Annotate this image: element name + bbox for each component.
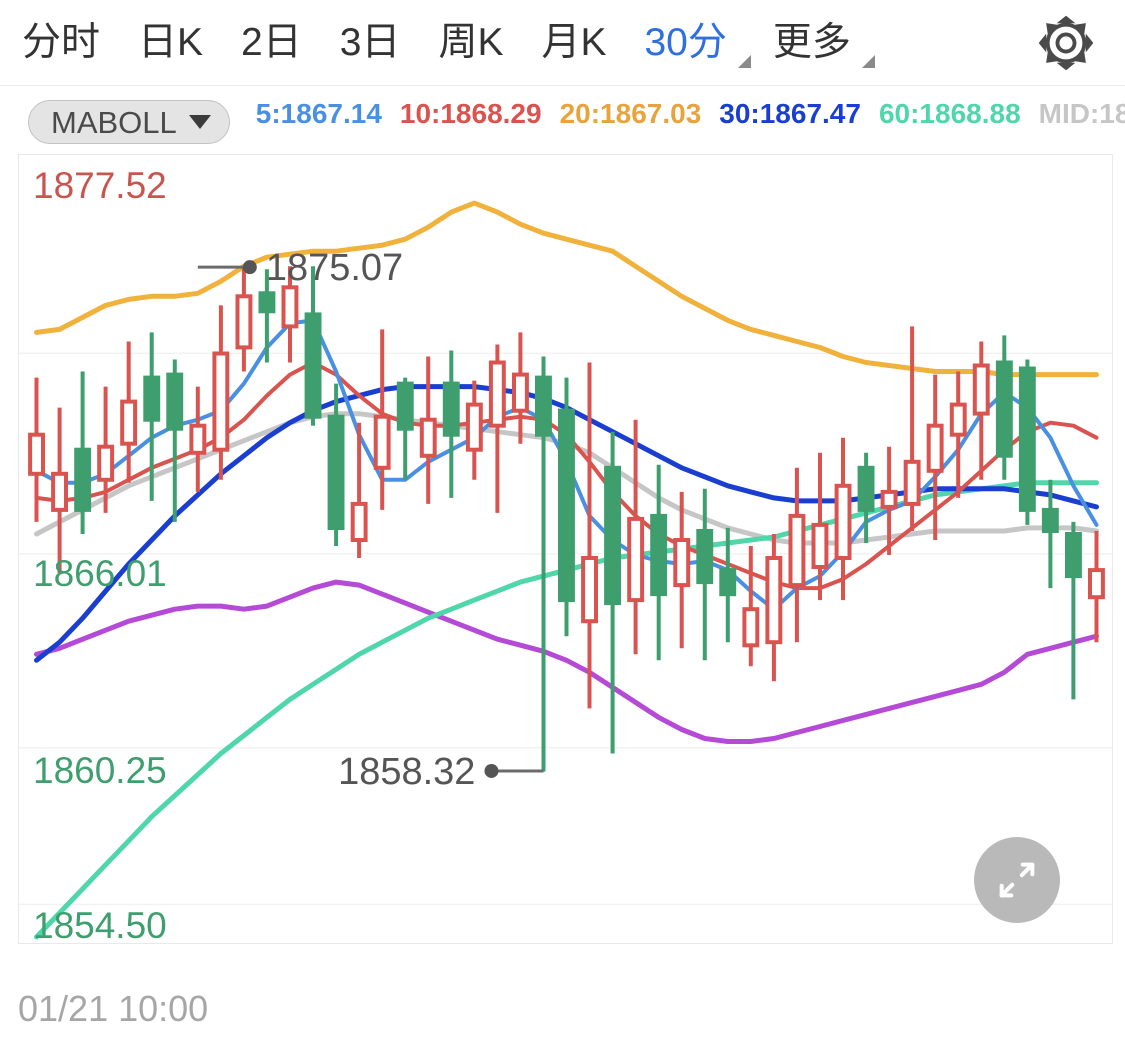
candle-body — [949, 402, 967, 437]
period-tab-0[interactable]: 分时 — [22, 23, 100, 62]
candle-body — [857, 465, 875, 512]
candle-body — [120, 399, 138, 446]
candle-body — [28, 432, 45, 476]
candlestick-chart[interactable]: 1875.07 1858.32 1877.52 1866.01 1860.25 1… — [18, 154, 1113, 944]
period-tab-2[interactable]: 2日 — [241, 23, 302, 62]
candle-body — [535, 375, 552, 437]
legend-value-ma20: 20:1867.03 — [559, 98, 702, 129]
candle-body — [604, 465, 621, 606]
period-tab-label: 30分 — [644, 21, 727, 64]
period-tab-label: 分时 — [22, 21, 101, 64]
candle-body — [74, 447, 92, 512]
boll-upper-line — [34, 200, 1099, 378]
time-axis-label: 01/21 10:00 — [18, 988, 209, 1029]
legend-value-ma10: 10:1868.29 — [399, 98, 542, 129]
candle-body — [488, 360, 506, 428]
candle-body — [396, 381, 414, 431]
candle-body — [719, 568, 737, 597]
period-tab-1[interactable]: 日K — [138, 23, 203, 62]
candle-body — [51, 471, 68, 512]
corner-caret-icon — [861, 55, 875, 68]
low-annotation: 1858.32 — [338, 751, 544, 793]
boll-lower-line — [34, 579, 1099, 744]
candle-body — [235, 294, 253, 350]
period-tab-label: 周K — [438, 21, 504, 64]
candle-body — [327, 414, 345, 531]
candle-body — [673, 538, 691, 588]
candle-body — [166, 372, 184, 431]
candle-body — [512, 372, 529, 413]
candle-body — [880, 489, 898, 509]
period-tab-3[interactable]: 3日 — [340, 23, 401, 62]
period-tab-5[interactable]: 月K — [541, 23, 606, 62]
candle-body — [834, 483, 852, 560]
candle-body — [972, 363, 990, 416]
candle-body — [373, 414, 391, 470]
period-tab-6-active[interactable]: 30分 — [644, 21, 751, 68]
period-tab-label: 日K — [138, 21, 204, 64]
settings-button[interactable] — [1035, 12, 1097, 74]
fullscreen-button[interactable] — [974, 837, 1060, 923]
period-toolbar: 分时 日K 2日 3日 周K 月K 30分 更多 — [0, 0, 1125, 86]
candle-body — [742, 607, 760, 648]
period-tab-label: 2日 — [241, 21, 302, 64]
candle-body — [995, 360, 1013, 458]
indicator-values: 5:1867.14 10:1868.29 20:1867.03 30:1867.47 6… — [230, 96, 1125, 132]
legend-value-ma60: 60:1868.88 — [878, 98, 1021, 129]
gear-icon — [1038, 15, 1094, 70]
candle-body — [926, 423, 944, 473]
candle-body — [350, 501, 368, 542]
legend-value-boll-mid: MID:1867.03 — [1038, 98, 1125, 129]
period-tab-4[interactable]: 周K — [438, 23, 503, 62]
period-tab-label: 月K — [541, 21, 607, 64]
candle-body — [650, 513, 668, 597]
candle-body — [581, 556, 598, 624]
candle-body — [765, 556, 783, 645]
candle-body — [465, 402, 483, 452]
candle-body — [1041, 507, 1059, 533]
annotation-dot — [484, 763, 499, 778]
indicator-selector-label: MABOLL — [51, 104, 177, 140]
corner-caret-icon — [737, 55, 751, 68]
annotation-dot — [242, 260, 257, 275]
chevron-down-icon — [188, 115, 211, 129]
candle-body — [558, 408, 575, 603]
expand-arrows-icon — [999, 862, 1035, 898]
candle-body — [419, 417, 437, 458]
indicator-legend: MABOLL 5:1867.14 10:1868.29 20:1867.03 30:1… — [0, 86, 1125, 150]
candle-body — [304, 312, 322, 419]
period-tab-more[interactable]: 更多 — [772, 21, 875, 68]
candle-body — [696, 529, 714, 585]
candle-body — [788, 513, 806, 588]
candle-body — [442, 381, 460, 437]
chart-canvas: 1875.07 1858.32 — [19, 200, 1112, 940]
high-annotation: 1875.07 — [197, 247, 403, 289]
legend-value-ma30: 30:1867.47 — [719, 98, 861, 129]
candle-body — [258, 291, 276, 314]
candle-body — [1018, 366, 1036, 512]
annotation-value: 1858.32 — [338, 751, 475, 793]
candle-body — [143, 375, 161, 422]
candle-body — [627, 516, 645, 603]
candle-body — [811, 522, 829, 569]
legend-value-ma5: 5:1867.14 — [255, 98, 382, 129]
candle-body — [97, 444, 115, 482]
period-tab-label: 3日 — [339, 21, 401, 64]
indicator-selector-button[interactable]: MABOLL — [28, 100, 230, 144]
candle-body — [212, 351, 230, 452]
candle-body — [1065, 532, 1082, 579]
period-tab-label: 更多 — [772, 21, 851, 64]
candle-body — [903, 459, 921, 506]
candle-body — [1088, 568, 1105, 600]
annotation-value: 1875.07 — [266, 247, 403, 289]
candle-body — [281, 285, 299, 329]
candle-body — [189, 423, 207, 455]
